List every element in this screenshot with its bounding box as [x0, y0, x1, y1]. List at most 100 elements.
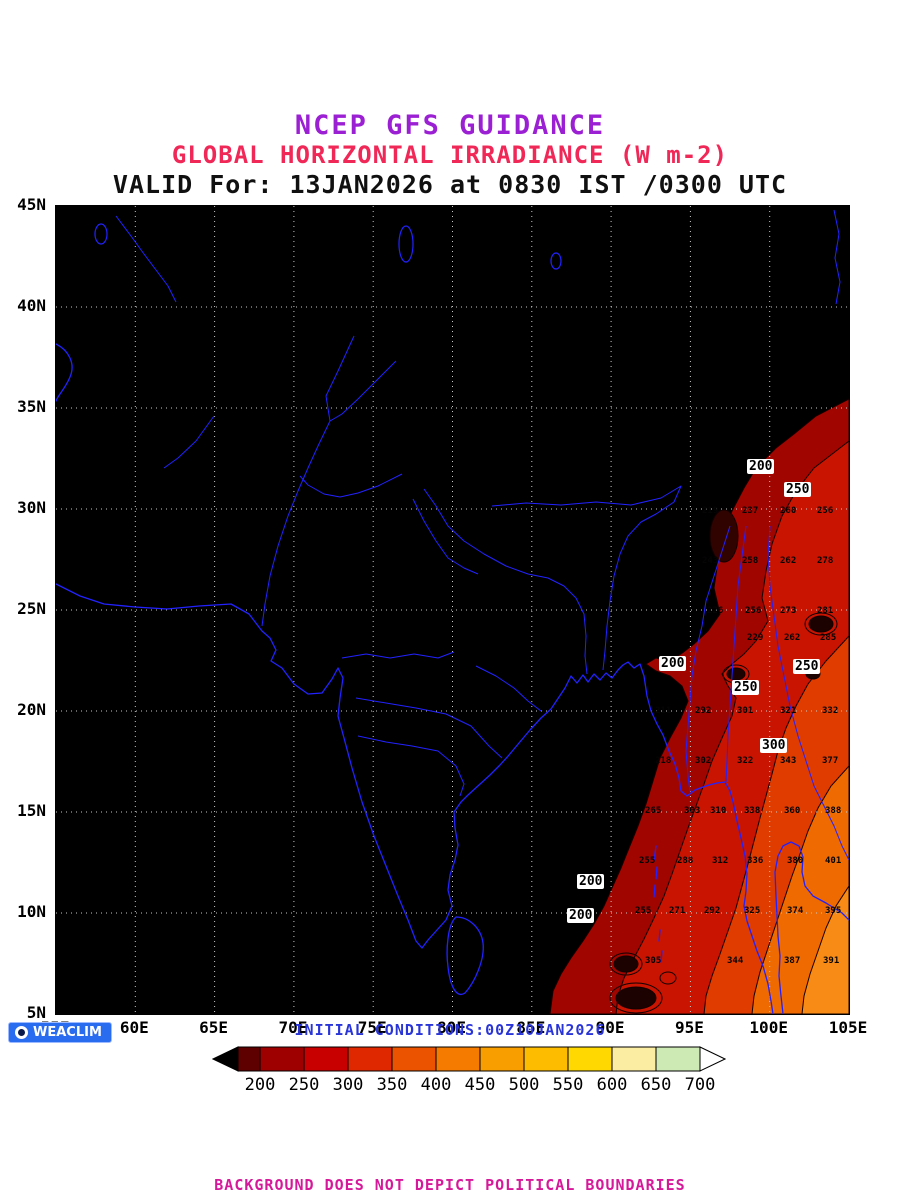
lon-tick-label: 95E [674, 1018, 704, 1037]
grid-point-value: 391 [823, 956, 840, 966]
lat-axis: 45N 40N 35N 30N 25N 20N 15N 10N 5N [0, 195, 51, 1022]
grid-point-value: 226 [707, 606, 724, 616]
colorbar-tick-label: 250 [288, 1075, 320, 1095]
contour-label: 250 [793, 659, 821, 674]
colorbar-segment [523, 1046, 569, 1072]
coastline-gulf-thailand [774, 841, 849, 1014]
contour-label: 200 [747, 459, 775, 474]
lon-tick-label: 75E [357, 1018, 387, 1037]
contour-label: 250 [784, 482, 812, 497]
grid-point-value: 338 [744, 806, 761, 816]
grid-point-value: 312 [712, 856, 729, 866]
grid-point-value: 211 [655, 706, 672, 716]
grid-point-value: 255 [635, 906, 652, 916]
grid-point-value: 292 [704, 906, 721, 916]
coastline-sri-lanka [446, 916, 484, 995]
grid-point-value: 219 [702, 506, 719, 516]
river-narmada [341, 651, 455, 659]
grid-point-value: 256 [817, 506, 834, 516]
colorbar: 200 250 300 350 400 450 500 550 600 650 700 [211, 1046, 727, 1104]
colorbar-tick-label: 600 [596, 1075, 628, 1095]
grid-point-value: 273 [780, 606, 797, 616]
river-krishna [357, 735, 465, 797]
grid-point-value: 325 [744, 906, 761, 916]
initial-conditions-text: INITIAL CONDITIONS:00Z10JAN2026 [294, 1021, 606, 1039]
grid-point-value: 285 [820, 633, 837, 643]
lon-tick-label: 65E [199, 1018, 229, 1037]
lat-tick-label: 25N [17, 599, 46, 618]
grid-point-value: 256 [745, 606, 762, 616]
grid-point-value: 292 [695, 706, 712, 716]
grid-point-value: 305 [645, 956, 662, 966]
grid-point-value: 336 [747, 856, 764, 866]
grid-point-value: 395 [825, 906, 842, 916]
grid-point-value: 301 [737, 706, 754, 716]
river-yamuna [412, 498, 479, 575]
colorbar-segment [655, 1046, 701, 1072]
colorbar-segment [391, 1046, 437, 1072]
irradiance-region [549, 398, 849, 1014]
grid-point-value: 237 [742, 506, 759, 516]
disclaimer-text: BACKGROUND DOES NOT DEPICT POLITICAL BOU… [214, 1176, 686, 1194]
river-amu-darya [115, 215, 177, 303]
colorbar-left-arrow [211, 1046, 239, 1072]
grid-point-value: 344 [727, 956, 744, 966]
grid-point-value: 255 [639, 856, 656, 866]
grid-point-value: 377 [822, 756, 839, 766]
grid-point-value: 243 [702, 556, 719, 566]
grid-point-value: 380 [787, 856, 804, 866]
colorbar-tick-label: 350 [376, 1075, 408, 1095]
grid-point-value: 288 [677, 856, 694, 866]
grid-lines [56, 206, 849, 1014]
colorbar-tick-label: 200 [244, 1075, 276, 1095]
title-block: NCEP GFS GUIDANCE GLOBAL HORIZONTAL IRRA… [0, 111, 900, 198]
colorbar-segment [479, 1046, 525, 1072]
colorbar-segment [237, 1046, 261, 1072]
lon-tick-label: 80E [437, 1018, 466, 1037]
grid-point-value: 388 [825, 806, 842, 816]
lat-tick-label: 20N [17, 700, 46, 719]
islands-andaman-nicobar [653, 845, 663, 963]
colorbar-segment [611, 1046, 657, 1072]
river-mahanadi [475, 665, 542, 712]
contour-label: 300 [760, 738, 788, 753]
lon-tick-label: 90E [595, 1018, 625, 1037]
colorbar-tick-label: 300 [332, 1075, 364, 1095]
grid-point-value: 387 [784, 956, 801, 966]
grid-point-value: 262 [780, 556, 797, 566]
grid-point-value: 401 [825, 856, 842, 866]
grid-point-value: 303 [684, 806, 701, 816]
river-godavari [355, 697, 503, 759]
grid-point-value: 258 [742, 556, 759, 566]
weaclim-logo: WEACLIM [8, 1022, 112, 1043]
lat-tick-label: 10N [17, 902, 46, 921]
map-frame: 200 250 200 250 250 300 200 200 219 237 260 256 243 2… [55, 205, 850, 1015]
river-mekong [767, 525, 849, 861]
colorbar-tick-label: 650 [640, 1075, 672, 1095]
colorbar-svg [211, 1046, 727, 1072]
colorbar-segment [347, 1046, 393, 1072]
grid-point-value: 262 [784, 633, 801, 643]
colorbar-segment [303, 1046, 349, 1072]
colorbar-segment [259, 1046, 305, 1072]
lat-tick-label: 5N [26, 1003, 46, 1022]
river-top-right [833, 209, 841, 305]
coastline-caspian [56, 343, 73, 402]
river-ganges [423, 488, 588, 675]
river-salween [725, 525, 747, 783]
grid-point-value: 374 [787, 906, 804, 916]
river-helmand [163, 415, 215, 469]
grid-point-value: 321 [780, 706, 797, 716]
weaclim-logo-text: WEACLIM [33, 1025, 102, 1040]
contour-label: 200 [567, 908, 595, 923]
colorbar-right-arrow [699, 1046, 727, 1072]
grid-point-value: 310 [710, 806, 727, 816]
colorbar-labels: 200 250 300 350 400 450 500 550 600 650 700 [212, 1075, 726, 1097]
grid-point-value: 260 [780, 506, 797, 516]
colorbar-tick-label: 700 [684, 1075, 716, 1095]
coastline-mainland [56, 583, 774, 1014]
lon-tick-label: 100E [749, 1018, 788, 1037]
grid-point-value: 322 [737, 756, 754, 766]
river-irrawaddy [685, 525, 731, 793]
colorbar-segment [435, 1046, 481, 1072]
